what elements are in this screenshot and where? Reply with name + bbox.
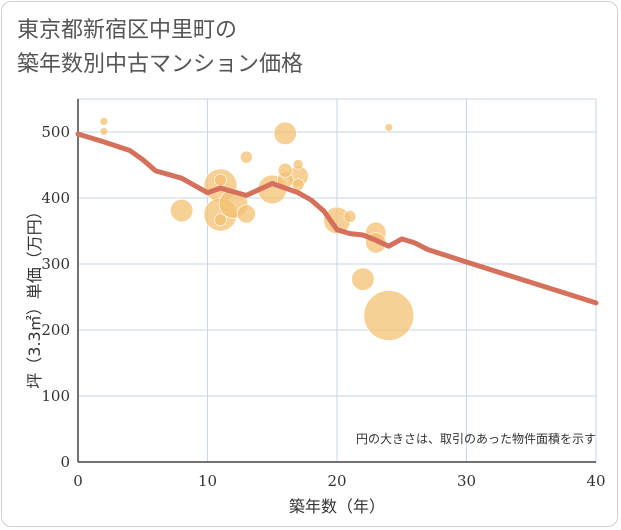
title-line-1: 東京都新宿区中里町の: [17, 18, 238, 43]
bubble-point: [343, 210, 357, 223]
y-tick-label: 0: [60, 453, 70, 471]
title-line-2: 築年数別中古マンション価格: [17, 52, 304, 77]
bubble-point: [170, 198, 194, 223]
y-tick-label: 400: [41, 189, 70, 207]
bubble-point: [214, 173, 227, 187]
x-tick-label: 30: [457, 472, 476, 490]
bubble-point: [99, 117, 109, 126]
y-tick-label: 100: [41, 387, 70, 405]
y-axis-label: 坪（3.3㎡）単価（万円）: [25, 203, 44, 388]
y-tick-label: 200: [41, 321, 70, 339]
bubble-point: [240, 150, 253, 164]
x-tick-label: 20: [327, 472, 346, 490]
bubble-point: [277, 162, 293, 178]
bubble-point: [351, 267, 375, 291]
y-tick-label: 300: [41, 255, 70, 273]
bubble-point: [214, 213, 227, 227]
bubble-point: [273, 121, 297, 145]
bubble-point: [363, 290, 414, 341]
y-tick-label: 500: [41, 123, 70, 141]
x-tick-label: 10: [198, 472, 217, 490]
size-note: 円の大きさは、取引のあった物件面積を示す: [356, 431, 596, 446]
x-axis-label: 築年数（年）: [289, 497, 385, 516]
x-tick-label: 40: [586, 472, 605, 490]
grid-lines: [77, 98, 597, 463]
chart-title: 東京都新宿区中里町の 築年数別中古マンション価格: [17, 14, 303, 82]
x-tick-label: 0: [73, 472, 83, 490]
bubble-point: [236, 204, 256, 224]
bubble-series: [99, 117, 414, 341]
bubble-point: [292, 159, 304, 170]
bubble-point: [384, 123, 393, 132]
bubble-point: [99, 127, 109, 136]
trend-line: [75, 131, 599, 306]
